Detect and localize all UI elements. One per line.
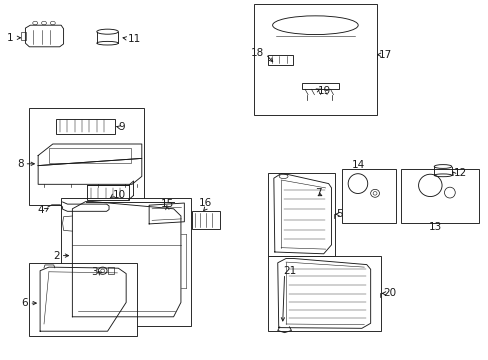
Text: 20: 20: [383, 288, 396, 298]
Text: 15: 15: [160, 199, 174, 209]
Bar: [342, 169, 395, 223]
Text: 16: 16: [199, 198, 212, 208]
Text: 6: 6: [21, 298, 28, 308]
Bar: [49, 148, 131, 163]
Bar: [87, 185, 128, 200]
Bar: [29, 263, 137, 336]
Bar: [107, 267, 114, 274]
Bar: [254, 4, 376, 115]
Text: 9: 9: [118, 122, 125, 132]
Bar: [191, 211, 220, 229]
Bar: [302, 83, 338, 89]
Text: 14: 14: [351, 160, 365, 170]
Bar: [267, 173, 334, 256]
Bar: [61, 198, 190, 326]
Text: 7: 7: [315, 188, 322, 198]
Text: 18: 18: [250, 48, 264, 58]
Bar: [56, 119, 115, 134]
Bar: [20, 32, 26, 40]
Text: 13: 13: [427, 222, 441, 233]
Text: 10: 10: [112, 190, 125, 200]
Bar: [267, 55, 293, 65]
Text: 11: 11: [128, 33, 141, 44]
Text: 4: 4: [37, 205, 44, 215]
Text: 3: 3: [91, 267, 98, 277]
Bar: [400, 169, 478, 223]
Text: 1: 1: [7, 33, 20, 43]
Text: 2: 2: [53, 251, 60, 261]
Text: 5: 5: [336, 209, 343, 219]
Bar: [29, 108, 144, 205]
Text: 19: 19: [317, 86, 330, 96]
Text: 21: 21: [283, 266, 296, 276]
Text: 8: 8: [17, 159, 23, 169]
Text: 17: 17: [378, 50, 391, 60]
Text: 12: 12: [453, 168, 466, 178]
Bar: [267, 256, 381, 331]
